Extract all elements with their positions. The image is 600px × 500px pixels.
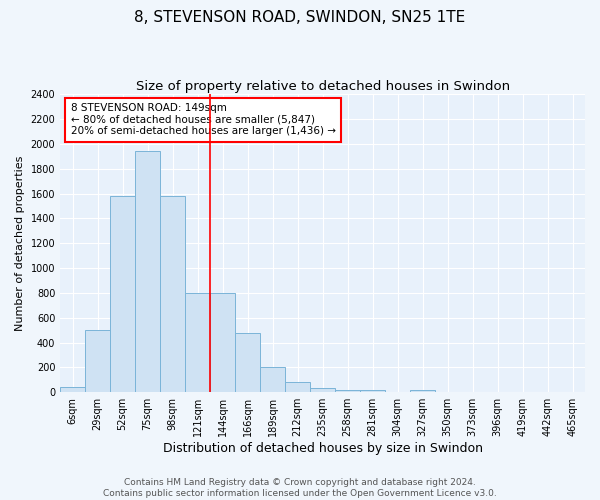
Text: 8 STEVENSON ROAD: 149sqm
← 80% of detached houses are smaller (5,847)
20% of sem: 8 STEVENSON ROAD: 149sqm ← 80% of detach… xyxy=(71,103,335,136)
Bar xyxy=(135,152,160,392)
Bar xyxy=(160,196,185,392)
Bar xyxy=(235,332,260,392)
Text: 8, STEVENSON ROAD, SWINDON, SN25 1TE: 8, STEVENSON ROAD, SWINDON, SN25 1TE xyxy=(134,10,466,25)
Bar xyxy=(210,293,235,392)
Bar xyxy=(60,387,85,392)
Bar xyxy=(110,196,135,392)
Text: Contains HM Land Registry data © Crown copyright and database right 2024.
Contai: Contains HM Land Registry data © Crown c… xyxy=(103,478,497,498)
Bar xyxy=(260,368,285,392)
Y-axis label: Number of detached properties: Number of detached properties xyxy=(15,156,25,331)
Bar xyxy=(85,330,110,392)
Bar xyxy=(185,293,210,392)
Title: Size of property relative to detached houses in Swindon: Size of property relative to detached ho… xyxy=(136,80,509,93)
Bar xyxy=(410,390,435,392)
Bar xyxy=(335,390,360,392)
Bar xyxy=(360,390,385,392)
Bar xyxy=(310,388,335,392)
X-axis label: Distribution of detached houses by size in Swindon: Distribution of detached houses by size … xyxy=(163,442,482,455)
Bar xyxy=(285,382,310,392)
